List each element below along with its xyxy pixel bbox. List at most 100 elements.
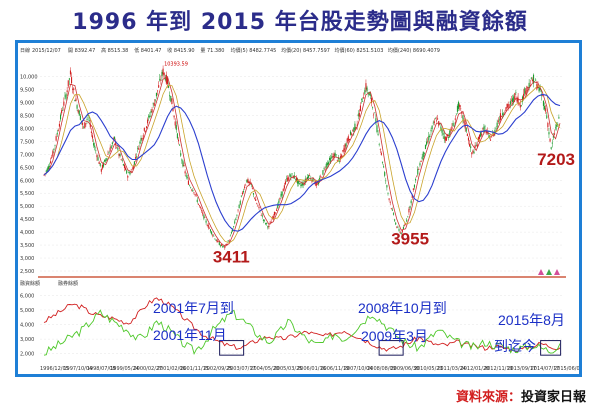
candle-body bbox=[309, 175, 311, 176]
candle-body bbox=[63, 101, 65, 106]
candle-body bbox=[55, 136, 57, 141]
candle-body bbox=[82, 122, 84, 125]
candle-body bbox=[524, 88, 526, 94]
candle-body bbox=[549, 138, 551, 142]
candle-body bbox=[61, 110, 63, 114]
candle-body bbox=[434, 118, 436, 120]
candle-body bbox=[170, 96, 172, 102]
header-item: 均價(5) 8482.7745 bbox=[231, 47, 277, 54]
chart-header-values: 2015/12/07 開 8392.47 高 8515.38 低 8401.47 收 8… bbox=[32, 47, 440, 54]
candle-body bbox=[359, 105, 361, 112]
candle-body bbox=[398, 229, 400, 231]
candle-body bbox=[406, 219, 408, 222]
candle-body bbox=[558, 117, 560, 119]
ma-mid-line bbox=[43, 85, 561, 244]
candle-body bbox=[458, 101, 460, 109]
candle-body bbox=[78, 110, 80, 116]
candle-body bbox=[86, 119, 88, 120]
candle-body bbox=[452, 123, 454, 126]
triangle-marker bbox=[538, 269, 544, 275]
candle-body bbox=[216, 239, 218, 243]
candle-body bbox=[520, 105, 522, 107]
candle-body bbox=[408, 208, 410, 213]
candle-body bbox=[343, 148, 345, 152]
candlesticks bbox=[43, 65, 560, 250]
candle-body bbox=[179, 144, 181, 146]
candle-body bbox=[65, 94, 67, 99]
candle-body bbox=[265, 223, 267, 225]
candle-body bbox=[239, 200, 241, 205]
candle-body bbox=[471, 152, 473, 155]
candle-body bbox=[223, 245, 225, 247]
candle-body bbox=[172, 108, 174, 112]
candle-body bbox=[85, 123, 87, 125]
candle-body bbox=[326, 162, 328, 166]
candle-body bbox=[266, 222, 268, 224]
candle-body bbox=[526, 86, 528, 92]
candle-body bbox=[430, 130, 432, 132]
upper-y-tick: 9,500 bbox=[20, 88, 34, 94]
candle-body bbox=[496, 122, 498, 128]
candle-body bbox=[356, 124, 358, 126]
candle-body bbox=[129, 172, 131, 175]
candle-body bbox=[286, 178, 288, 180]
candle-body bbox=[193, 192, 195, 193]
candle-body bbox=[83, 126, 85, 128]
highlight-box bbox=[540, 340, 562, 356]
candle-body bbox=[138, 147, 140, 150]
candle-body bbox=[538, 87, 540, 92]
candle-body bbox=[499, 113, 502, 120]
candle-body bbox=[136, 156, 138, 158]
candle-body bbox=[369, 94, 371, 96]
candle-body bbox=[506, 104, 508, 108]
candle-body bbox=[112, 138, 115, 139]
x-tick: 2014/07/17 bbox=[531, 366, 560, 372]
candle-body bbox=[222, 246, 224, 247]
candle-body bbox=[523, 93, 525, 100]
candle-body bbox=[451, 126, 453, 130]
candle-body bbox=[243, 191, 245, 193]
header-item: 低 8401.47 bbox=[134, 47, 161, 54]
candle-body bbox=[384, 172, 386, 176]
candle-body bbox=[431, 125, 433, 130]
candle-body bbox=[514, 93, 516, 100]
upper-y-tick: 6,000 bbox=[20, 178, 34, 184]
candle-body bbox=[71, 77, 73, 84]
candle-body bbox=[191, 189, 193, 191]
candle-body bbox=[362, 101, 364, 102]
candle-body bbox=[433, 121, 435, 123]
upper-y-tick: 8,000 bbox=[20, 126, 34, 132]
candle-body bbox=[502, 113, 504, 116]
candle-body bbox=[329, 157, 331, 161]
candle-body bbox=[456, 105, 459, 112]
candle-body bbox=[174, 121, 176, 126]
candle-body bbox=[94, 145, 96, 148]
candle-body bbox=[121, 160, 123, 161]
candle-body bbox=[288, 177, 290, 180]
candle-body bbox=[392, 213, 395, 215]
candle-body bbox=[269, 222, 271, 224]
triangle-marker bbox=[546, 269, 552, 275]
candle-body bbox=[401, 229, 403, 233]
candle-body bbox=[373, 114, 375, 116]
candle-body bbox=[512, 98, 514, 102]
candle-body bbox=[153, 102, 155, 106]
candle-body bbox=[59, 114, 62, 120]
candle-body bbox=[323, 168, 325, 169]
candle-body bbox=[333, 153, 335, 159]
annotation-2001-end: 2001年11月 bbox=[153, 327, 227, 343]
candle-body bbox=[555, 127, 557, 129]
candle-body bbox=[354, 123, 356, 130]
candle-body bbox=[477, 137, 479, 142]
candle-body bbox=[379, 149, 381, 150]
candle-body bbox=[62, 110, 64, 111]
candle-body bbox=[213, 235, 215, 237]
candle-body bbox=[516, 97, 518, 102]
candle-body bbox=[494, 129, 496, 134]
candle-body bbox=[183, 165, 185, 167]
candle-body bbox=[283, 185, 285, 189]
candle-body bbox=[66, 90, 68, 92]
candle-body bbox=[416, 176, 418, 178]
candle-body bbox=[256, 203, 258, 204]
candle-body bbox=[148, 115, 150, 118]
